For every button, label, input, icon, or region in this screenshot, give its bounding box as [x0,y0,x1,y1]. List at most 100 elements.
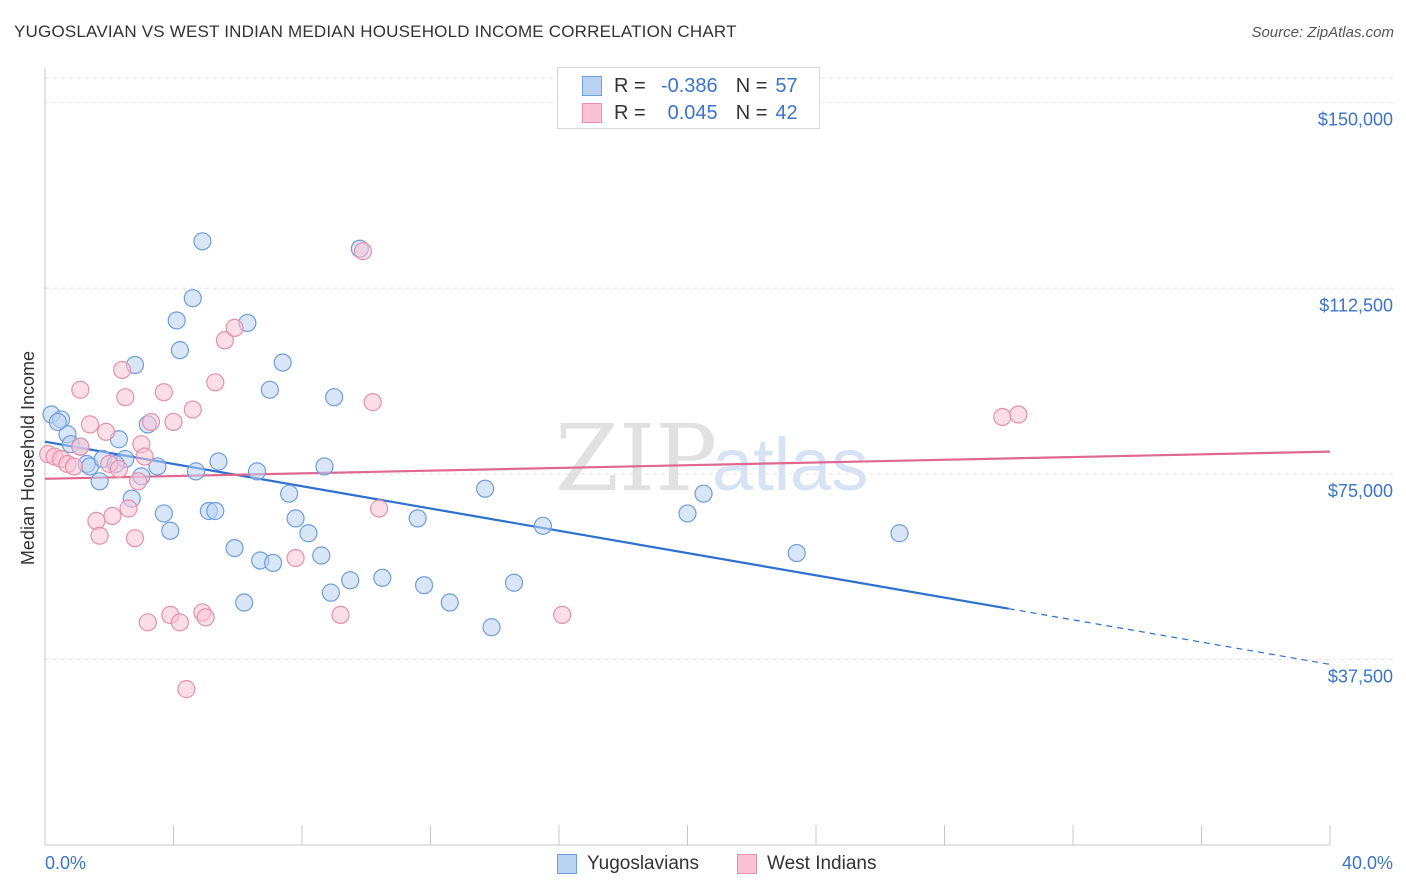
west-indian-point [363,393,382,412]
tick-labels: $37,500 $75,000 $112,500 $150,000 0.0% 40.0% M… [18,110,1393,873]
data-points [39,232,1028,699]
yugoslavian-point [273,353,292,372]
west-indian-point [116,388,135,407]
west-indian-point [71,380,90,399]
yugoslavian-point [694,484,713,503]
west-indian-point [331,605,350,625]
yugoslavian-point [193,232,212,251]
legend-n-label: N = [735,101,768,124]
legend-swatch-pink [582,103,602,123]
yugoslavian-point [260,380,279,399]
yugoslavian-point [678,504,697,523]
yugoslavian-point [373,568,392,587]
legend-n-value: 42 [775,101,798,124]
yugoslavian-point [225,538,244,558]
legend-r-value: 0.045 [667,101,718,124]
yugoslavian-point [154,504,173,523]
y-tick-label: $75,000 [1328,481,1393,501]
west-indian-point [90,526,109,545]
west-indian-point [87,511,106,530]
west-indian-point [71,437,90,456]
chart-title: YUGOSLAVIAN VS WEST INDIAN MEDIAN HOUSEH… [14,22,737,41]
yugoslavian-point [90,472,109,491]
yugoslavian-trend-extension [1008,608,1331,665]
west-indian-point [225,318,244,337]
yugoslavian-point [183,289,202,308]
west-indian-point [141,412,161,432]
west-indian-point [112,360,132,380]
west-indian-point [103,506,122,526]
yugoslavian-point [482,618,501,637]
west-indian-point [129,472,148,491]
yugoslavian-point [321,583,341,602]
x-tick-label-min: 0.0% [45,853,86,873]
watermark-zip: ZIP [555,405,717,512]
west-indian-point [177,680,196,699]
west-indian-point [1009,405,1028,424]
west-indian-point [206,373,225,392]
yugoslavian-point [280,484,299,503]
legend-r-label: R = [614,74,646,97]
yugoslavian-point [341,571,360,590]
yugoslavian-point [414,576,434,595]
west-indian-point [154,383,173,402]
bottom-legend-label: Yugoslavians [587,853,699,874]
west-indian-point [164,412,183,432]
yugoslavian-point [148,457,167,476]
yugoslavian-point [161,521,180,540]
legend-n-value: 57 [775,74,798,97]
west-indian-point [96,422,116,441]
legend-swatch-blue [582,76,602,96]
x-tick-label-max: 40.0% [1342,853,1393,873]
yugoslavian-trend-line [44,440,1009,610]
yugoslavian-point [170,341,190,360]
west-indian-point [64,457,84,476]
yugoslavian-point [504,573,524,592]
yugoslavian-point [315,457,334,476]
bottom-legend-swatch-pink [737,854,757,874]
west-indian-point [353,242,373,261]
yugoslavian-point [440,593,459,612]
yugoslavian-point [408,509,427,528]
yugoslavian-point [476,479,495,498]
yugoslavian-point [325,388,344,407]
bottom-legend-yugoslavians: Yugoslavians [557,852,699,876]
grid-lines [45,77,1395,660]
yugoslavian-point [48,412,67,432]
y-axis-label: Median Household Income [18,351,38,565]
yugoslavian-point [235,593,254,612]
yugoslavian-point [186,462,206,481]
legend-r-value: -0.386 [660,74,718,97]
legend-n-label: N = [735,74,768,97]
yugoslavian-point [312,546,331,565]
bottom-legend-label: West Indians [767,853,877,874]
west-indian-point [553,605,572,625]
bottom-legend-west-indians: West Indians [737,852,876,876]
legend-row-west-indians: R = 0.045 N = 42 [582,101,798,125]
yugoslavian-point [263,553,283,573]
west-indian-point [138,613,157,632]
watermark: ZIP atlas [555,405,868,512]
west-indian-point [286,548,305,568]
west-indian-point [125,529,145,548]
bottom-legend-swatch-blue [557,854,577,874]
yugoslavian-point [890,524,909,543]
y-tick-label: $37,500 [1328,666,1393,686]
west-indian-point [993,407,1012,427]
west-indian-point [135,447,154,466]
west-indian-point [370,499,389,518]
west-indian-point [196,608,215,627]
yugoslavian-point [167,311,186,330]
y-tick-label: $112,500 [1319,295,1393,315]
yugoslavian-point [787,543,806,563]
legend-row-yugoslavians: R = -0.386 N = 57 [582,74,798,98]
yugoslavian-point [206,501,225,521]
correlation-legend: R = -0.386 N = 57 R = 0.045 N = 42 [557,67,820,129]
west-indian-point [109,459,128,479]
yugoslavian-point [209,452,228,471]
yugoslavian-point [533,516,553,535]
source-label: Source: ZipAtlas.com [1251,24,1394,41]
legend-r-label: R = [614,101,646,124]
west-indian-point [170,613,190,632]
